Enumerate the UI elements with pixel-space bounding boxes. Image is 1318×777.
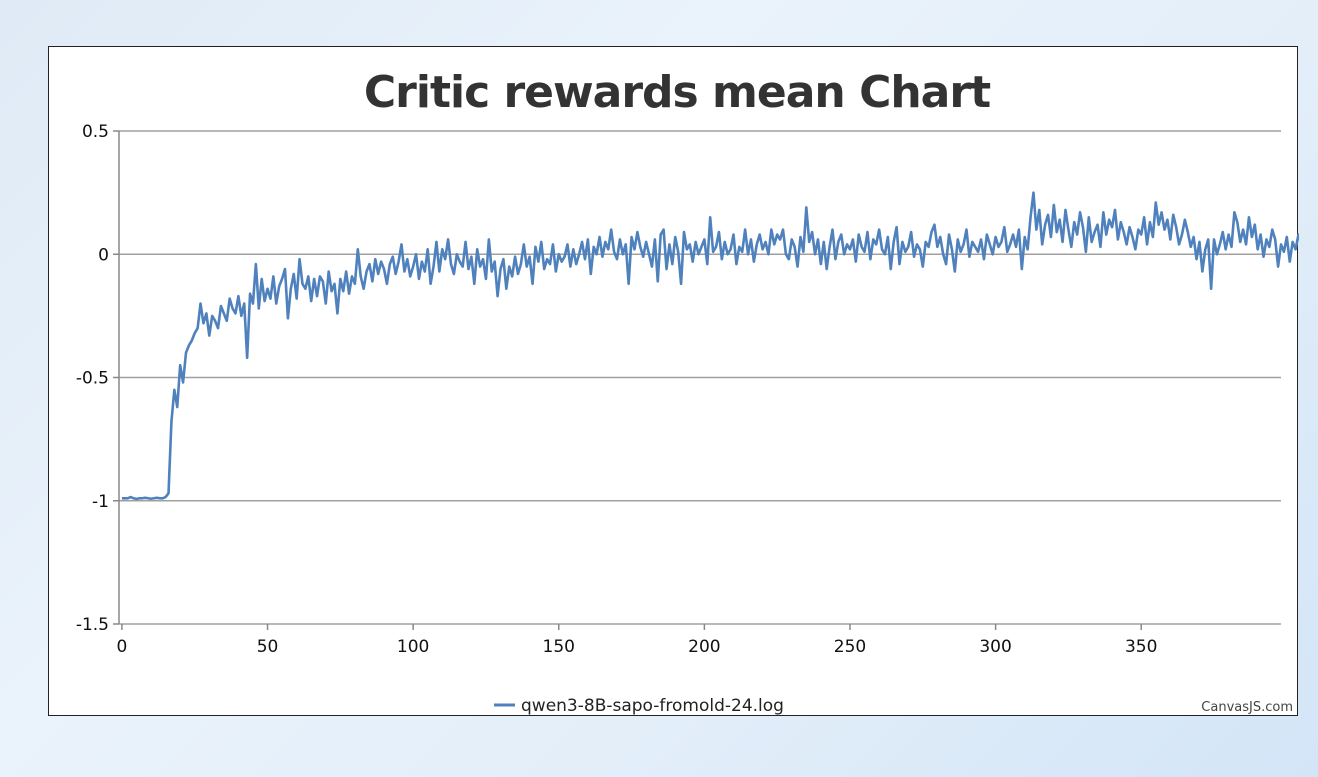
y-tick-label: -1	[92, 492, 109, 512]
y-tick-label: 0	[98, 245, 109, 265]
grid-lines	[119, 130, 1281, 625]
line-chart: Critic rewards mean Chart 0.5 0 -0.5 -1 -1.5…	[76, 67, 1299, 716]
x-tick-label: 300	[979, 637, 1011, 657]
legend-label: qwen3-8B-sapo-fromold-24.log	[521, 696, 784, 716]
y-tick-label: 0.5	[82, 122, 109, 142]
y-tick-label: -1.5	[76, 615, 109, 635]
x-tick-label: 250	[834, 637, 866, 657]
legend[interactable]: qwen3-8B-sapo-fromold-24.log	[494, 696, 784, 716]
axes	[113, 130, 1142, 630]
chart-title: Critic rewards mean Chart	[364, 67, 991, 118]
x-tick-label: 100	[397, 637, 429, 657]
x-tick-label: 350	[1125, 637, 1157, 657]
x-tick-label: 150	[543, 637, 575, 657]
series-line[interactable]	[121, 191, 1299, 501]
series-layer	[121, 191, 1299, 501]
tick-labels: 0.5 0 -0.5 -1 -1.5 0 50 100 150 200 250 300 350	[76, 122, 1158, 657]
chart-container: Critic rewards mean Chart 0.5 0 -0.5 -1 -1.5…	[48, 46, 1299, 716]
x-tick-label: 50	[257, 637, 279, 657]
canvasjs-credit-link[interactable]: CanvasJS.com	[1201, 700, 1293, 715]
y-tick-label: -0.5	[76, 369, 109, 389]
x-tick-label: 0	[116, 637, 127, 657]
x-tick-label: 200	[688, 637, 720, 657]
